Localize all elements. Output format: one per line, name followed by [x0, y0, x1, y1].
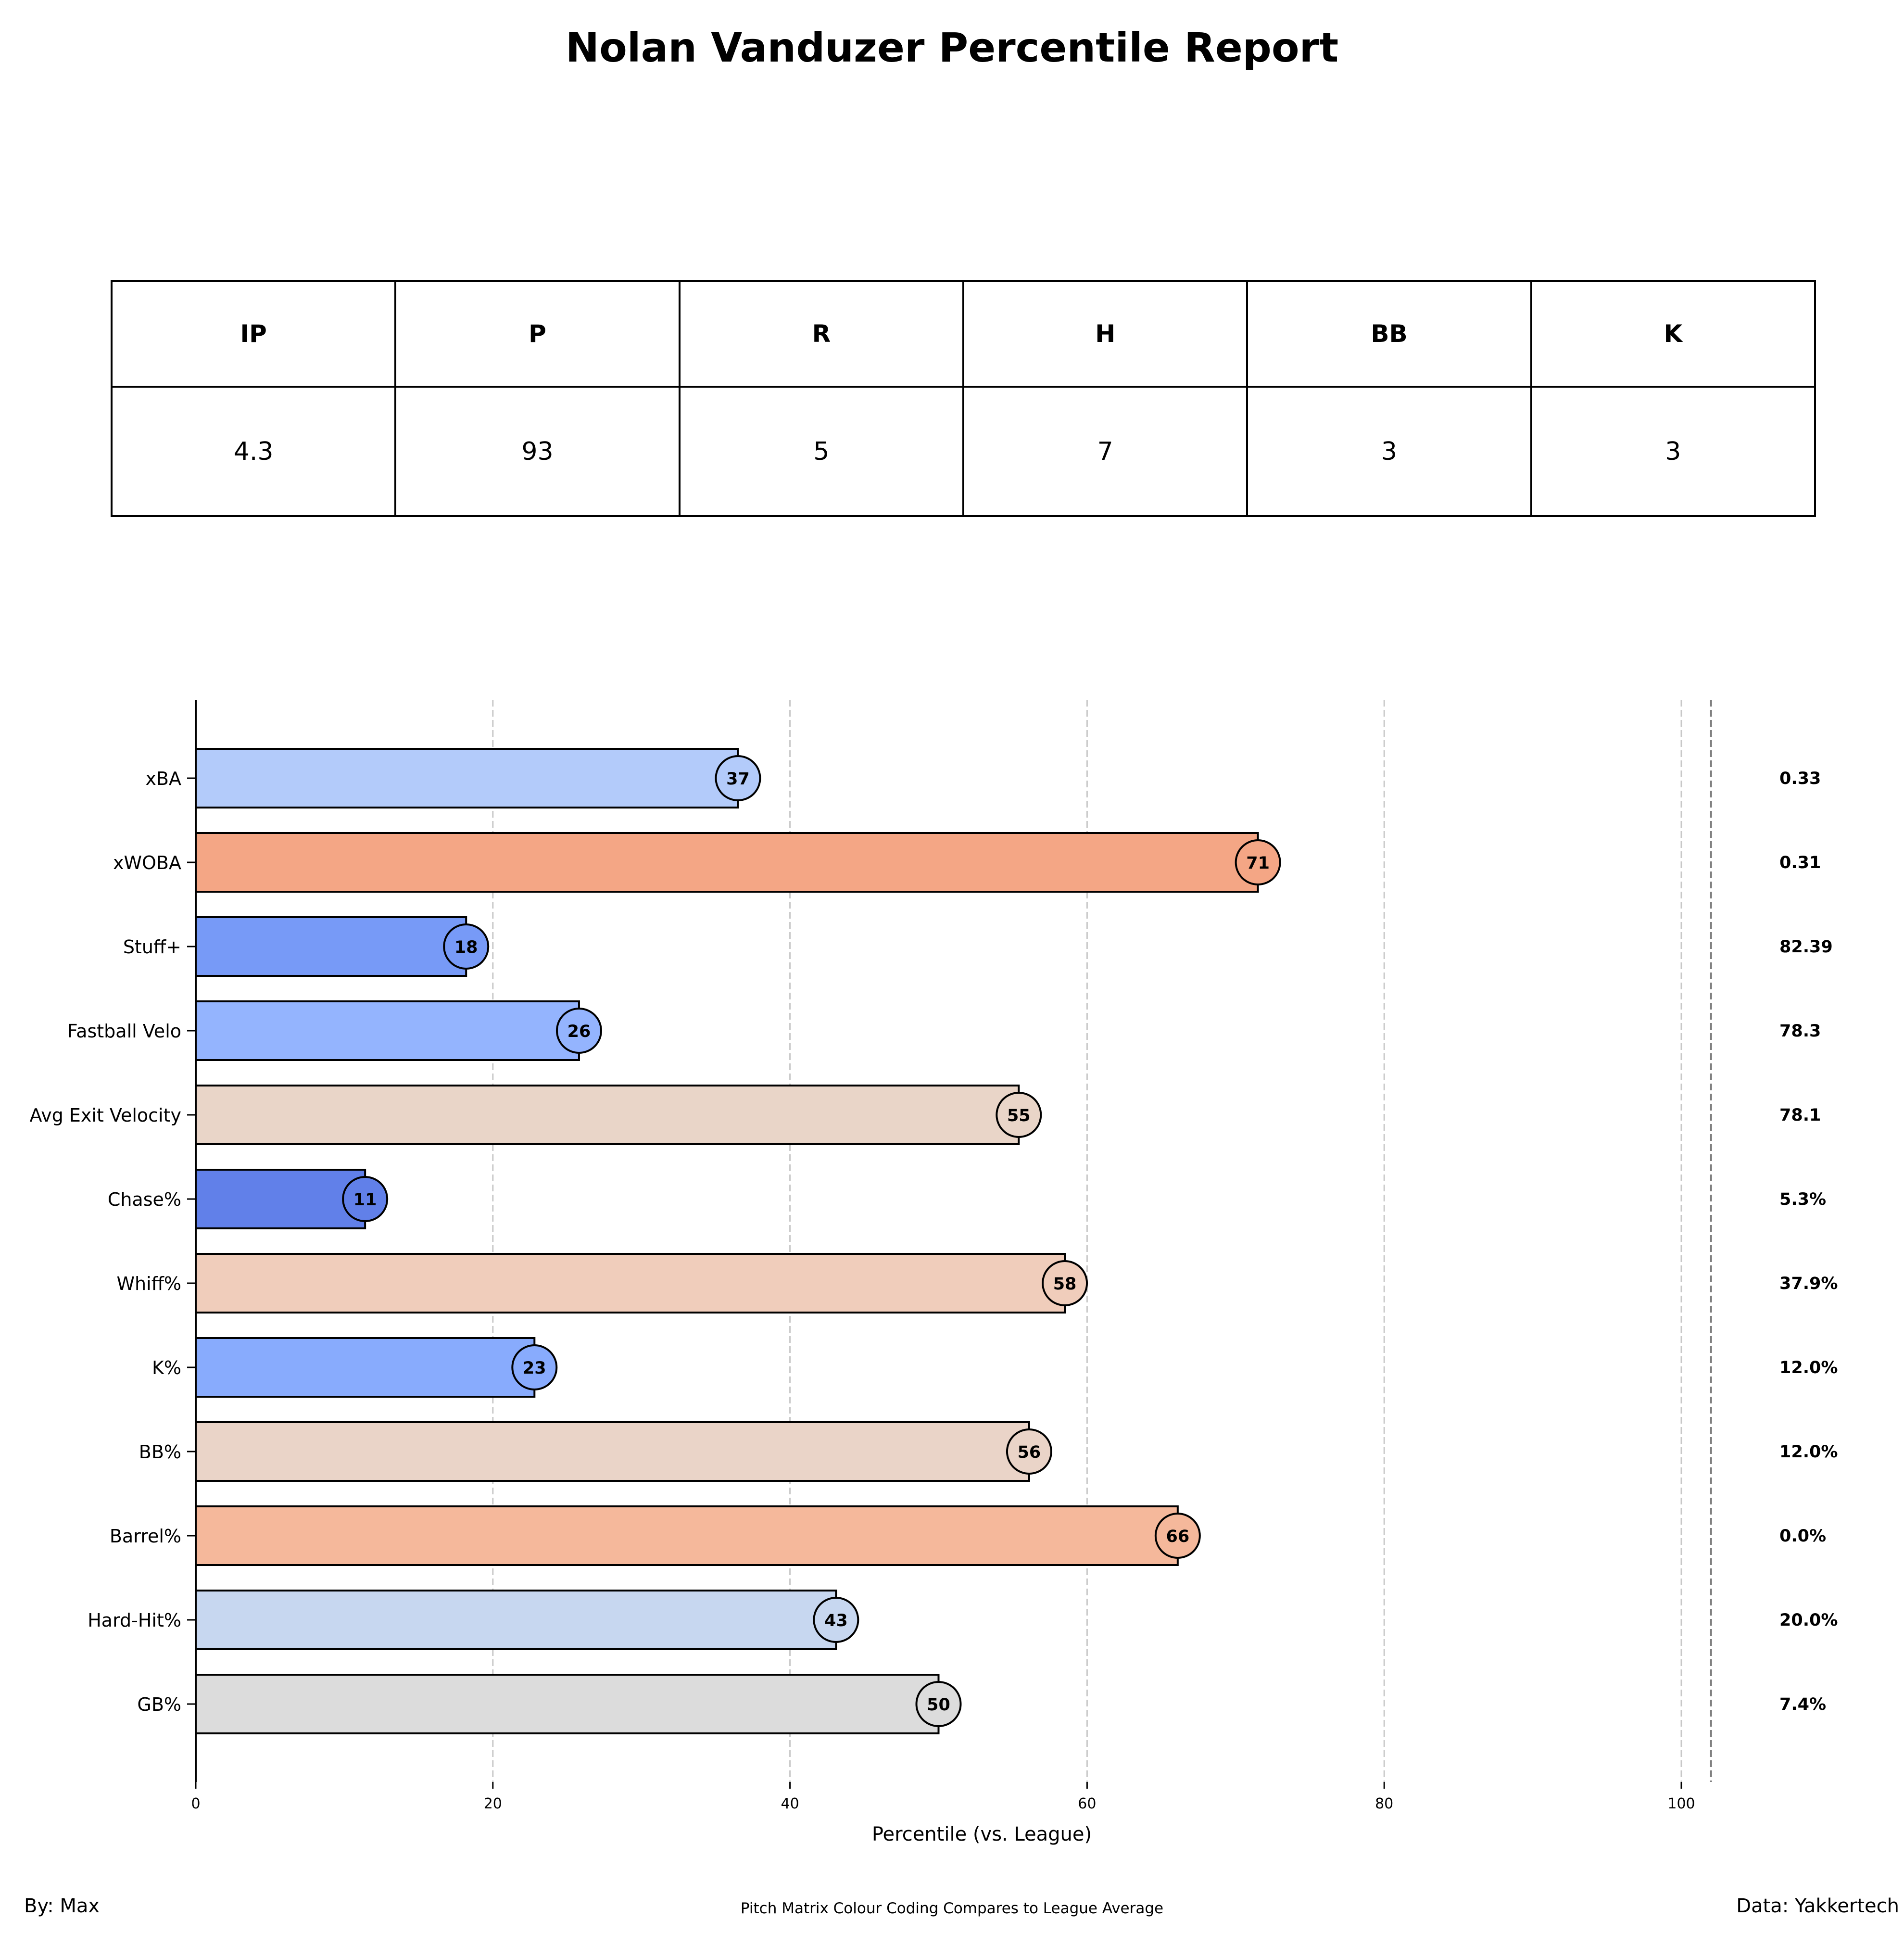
stat-value: 82.39 — [1779, 937, 1833, 957]
page-title: Nolan Vanduzer Percentile Report — [565, 24, 1339, 71]
bar — [195, 916, 467, 977]
percentile-marker — [342, 1176, 389, 1222]
stat-value: 78.1 — [1779, 1106, 1821, 1125]
x-tick-label: 60 — [1078, 1795, 1096, 1812]
category-label: Chase% — [108, 1189, 181, 1210]
category-label: K% — [152, 1357, 181, 1378]
percentile-marker — [715, 755, 761, 801]
stats-value-cell: 93 — [394, 386, 681, 517]
percentile-label: 26 — [567, 1022, 591, 1041]
bar — [195, 1674, 940, 1734]
x-tick-label: 40 — [781, 1795, 799, 1812]
percentile-label: 43 — [824, 1611, 848, 1630]
bar — [195, 1169, 366, 1229]
category-label: xWOBA — [113, 852, 181, 873]
stats-value-cell: 3 — [1530, 386, 1816, 517]
stats-header-cell: BB — [1246, 280, 1532, 388]
stats-value-cell: 3 — [1246, 386, 1532, 517]
x-tick-label: 20 — [484, 1795, 502, 1812]
category-label: Avg Exit Velocity — [29, 1105, 181, 1126]
percentile-marker — [443, 923, 490, 970]
percentile-chart: 37 xBA 0.33 71 xWOBA 0.31 18 Stuff+ 82.39 26 Fastb… — [29, 700, 1838, 1845]
percentile-label: 37 — [726, 770, 750, 789]
percentile-label: 66 — [1166, 1527, 1189, 1546]
percentile-label: 11 — [353, 1190, 377, 1210]
percentile-label: 23 — [523, 1359, 546, 1378]
stat-value: 12.0% — [1779, 1442, 1838, 1462]
percentile-marker — [915, 1681, 962, 1727]
stat-value: 0.33 — [1779, 769, 1821, 788]
footer-source: Data: Yakkertech — [1736, 1895, 1899, 1917]
stats-value-cell: 4.3 — [110, 386, 397, 517]
stat-value: 20.0% — [1779, 1611, 1838, 1630]
stats-header-row: IP P R H BB K — [110, 280, 1816, 388]
x-tick-label: 100 — [1667, 1795, 1695, 1812]
footer-author: By: Max — [24, 1895, 100, 1917]
bar — [195, 1253, 1066, 1314]
percentile-label: 55 — [1007, 1106, 1031, 1125]
percentile-label: 18 — [454, 938, 478, 957]
percentile-marker — [813, 1597, 859, 1643]
stats-header-cell: IP — [110, 280, 397, 388]
category-label: BB% — [139, 1441, 181, 1463]
category-label: Stuff+ — [123, 936, 181, 958]
category-label: Fastball Velo — [67, 1021, 181, 1042]
percentile-label: 50 — [927, 1695, 950, 1715]
stats-header-cell: R — [678, 280, 964, 388]
stats-value-cell: 7 — [962, 386, 1248, 517]
stat-value: 78.3 — [1779, 1022, 1821, 1041]
percentile-label: 56 — [1018, 1443, 1041, 1462]
category-label: Whiff% — [116, 1273, 181, 1294]
bar — [195, 1337, 536, 1398]
stats-header-cell: K — [1530, 280, 1816, 388]
percentile-marker — [1154, 1513, 1201, 1559]
stat-value: 12.0% — [1779, 1358, 1838, 1377]
category-label: Hard-Hit% — [88, 1610, 181, 1631]
x-tick-label: 80 — [1375, 1795, 1393, 1812]
x-axis-label: Percentile (vs. League) — [872, 1823, 1092, 1845]
x-tick-label: 0 — [191, 1795, 200, 1812]
stat-value: 0.0% — [1779, 1527, 1826, 1546]
percentile-label: 58 — [1053, 1275, 1077, 1294]
bar — [195, 748, 739, 808]
stat-value: 0.31 — [1779, 853, 1821, 872]
percentile-marker — [511, 1344, 558, 1390]
stat-value: 5.3% — [1779, 1190, 1826, 1209]
bar — [195, 832, 1259, 893]
stats-value-row: 4.3 93 5 7 3 3 — [110, 386, 1816, 517]
category-label: GB% — [137, 1694, 181, 1715]
bar — [195, 1000, 580, 1061]
bar — [195, 1085, 1020, 1145]
bar — [195, 1505, 1179, 1566]
percentile-marker — [1006, 1428, 1052, 1475]
percentile-marker — [555, 1008, 602, 1054]
footer-note: Pitch Matrix Colour Coding Compares to L… — [740, 1900, 1164, 1917]
percentile-label: 71 — [1246, 854, 1270, 873]
stat-value: 37.9% — [1779, 1274, 1838, 1293]
stats-value-cell: 5 — [678, 386, 964, 517]
stat-value: 7.4% — [1779, 1695, 1826, 1714]
stats-header-cell: P — [394, 280, 681, 388]
category-label: Barrel% — [110, 1526, 181, 1547]
stats-table: IP P R H BB K 4.3 93 5 7 3 3 — [110, 280, 1816, 517]
bar — [195, 1590, 837, 1650]
bar — [195, 1421, 1030, 1482]
percentile-marker — [996, 1092, 1042, 1138]
percentile-marker — [1042, 1260, 1088, 1306]
stats-header-cell: H — [962, 280, 1248, 388]
percentile-marker — [1235, 839, 1281, 885]
category-label: xBA — [145, 768, 181, 789]
